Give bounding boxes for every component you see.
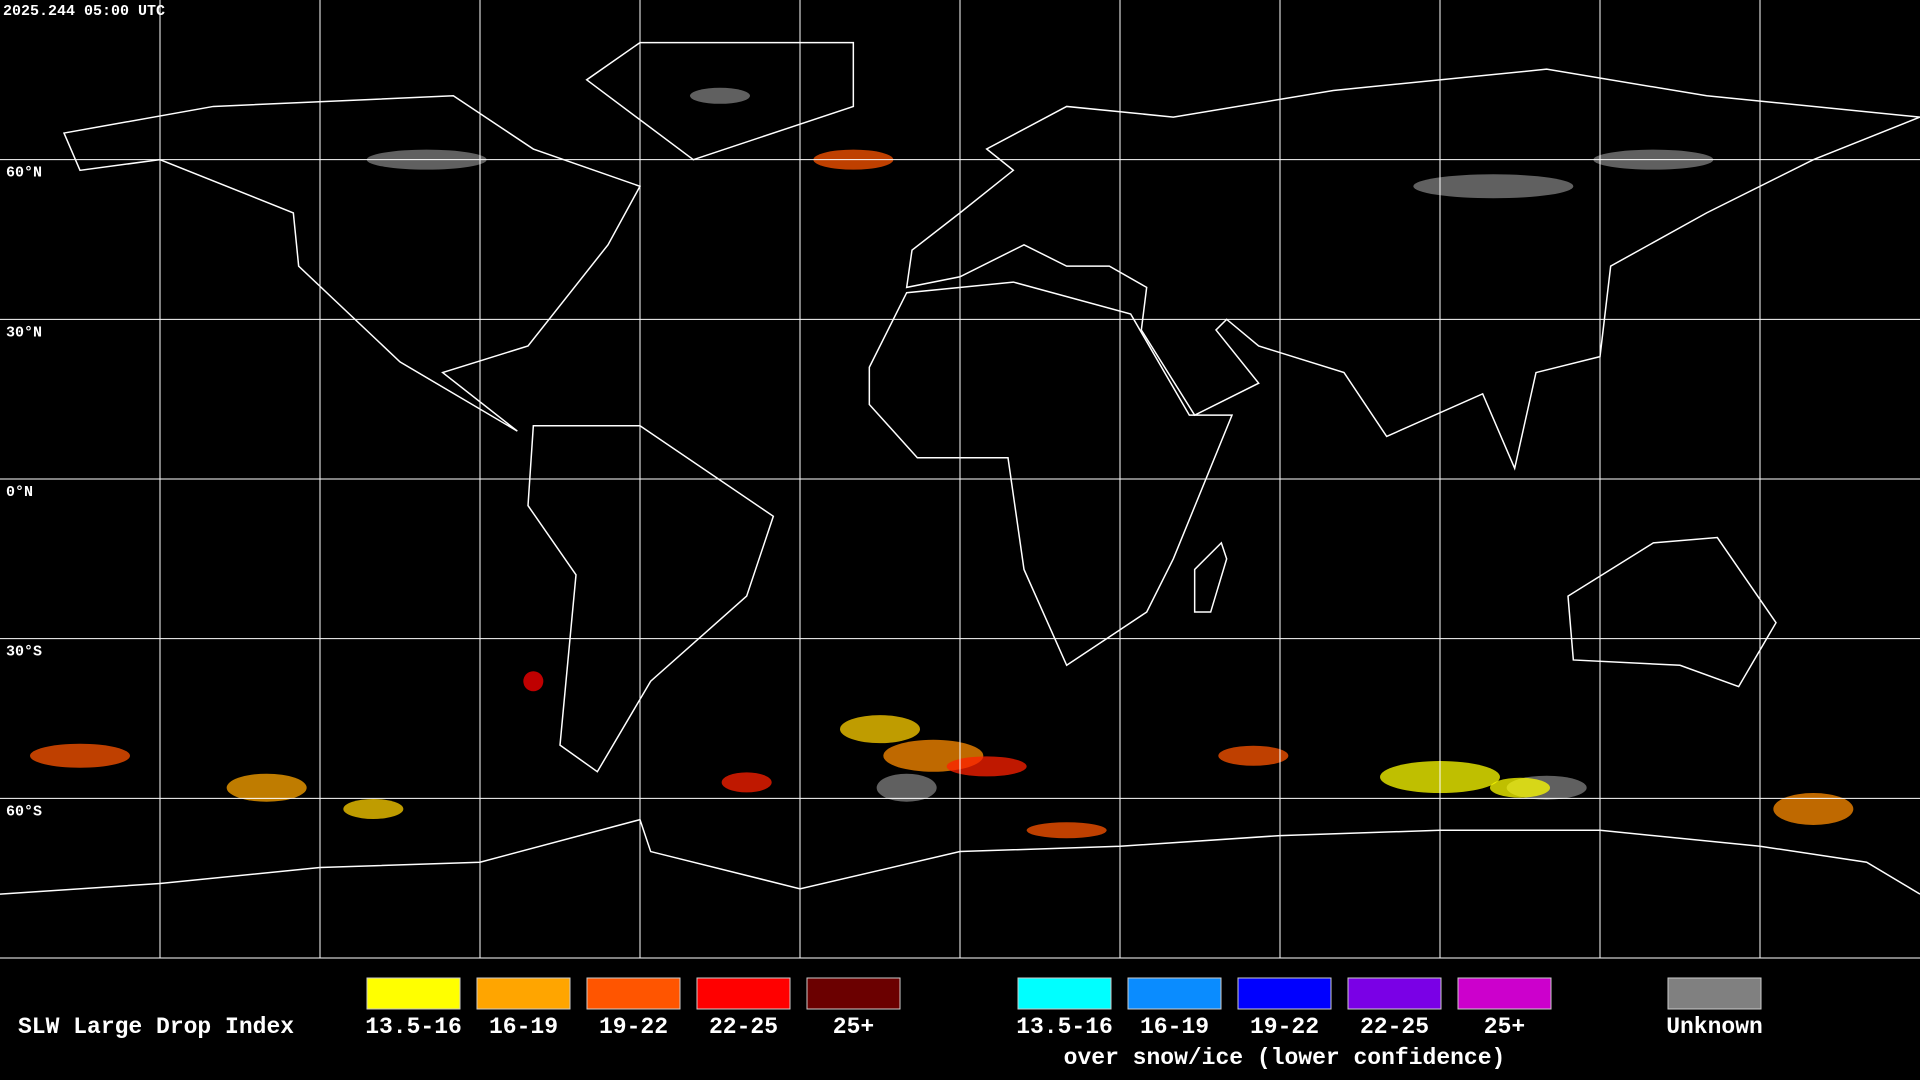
cloud-patch — [876, 773, 937, 802]
legend-swatch — [1347, 977, 1442, 1010]
legend-swatch — [806, 977, 901, 1010]
latitude-label: 30°S — [6, 644, 42, 661]
legend-title: SLW Large Drop Index — [18, 1014, 294, 1040]
cloud-patch — [1218, 745, 1289, 766]
cloud-patch — [1026, 822, 1107, 839]
legend-label: 13.5-16 — [365, 1014, 462, 1040]
coastline-south-america — [527, 425, 775, 773]
legend-swatch — [1237, 977, 1332, 1010]
latitude-label: 0°N — [6, 484, 33, 501]
imagery — [30, 87, 1854, 839]
legend-label: 22-25 — [709, 1014, 778, 1040]
cloud-patch — [840, 715, 920, 744]
coastline-eurasia — [905, 68, 1920, 471]
legend-swatch — [696, 977, 791, 1010]
legend-label: 16-19 — [489, 1014, 558, 1040]
legend-swatch — [1457, 977, 1552, 1010]
legend-swatch — [1017, 977, 1112, 1010]
cloud-patch — [690, 87, 750, 104]
coastline-australia — [1567, 536, 1777, 688]
legend-label: 19-22 — [599, 1014, 668, 1040]
latitude-label: 60°N — [6, 165, 42, 182]
cloud-patch — [1490, 777, 1550, 798]
cloud-patch — [523, 671, 544, 692]
legend-caption: over snow/ice (lower confidence) — [1064, 1045, 1506, 1071]
coastline-greenland — [585, 41, 855, 161]
legend-swatch — [586, 977, 681, 1010]
latitude-label: 60°S — [6, 803, 42, 820]
legend-swatch — [366, 977, 461, 1010]
cloud-patch — [721, 772, 772, 793]
coastline-madagascar — [1193, 541, 1228, 613]
cloud-patch — [946, 756, 1027, 777]
coastline-africa — [868, 281, 1234, 667]
legend-label: Unknown — [1666, 1014, 1763, 1040]
cloud-patch — [226, 773, 307, 802]
legend: SLW Large Drop Index 13.5-16 16-19 19-22 22-… — [18, 977, 1763, 1071]
legend-label: 25+ — [833, 1014, 874, 1040]
timestamp: 2025.244 05:00 UTC — [3, 3, 165, 20]
legend-label: 22-25 — [1360, 1014, 1429, 1040]
cloud-patch — [1773, 792, 1854, 825]
legend-swatch — [1127, 977, 1222, 1010]
legend-swatch — [476, 977, 571, 1010]
legend-label: 13.5-16 — [1016, 1014, 1113, 1040]
graticule: 60°N 30°N 0°N 30°S 60°S — [0, 0, 1920, 958]
legend-label: 19-22 — [1250, 1014, 1319, 1040]
latitude-label: 30°N — [6, 324, 42, 341]
legend-label: 16-19 — [1140, 1014, 1209, 1040]
cloud-patch — [30, 743, 130, 768]
cloud-patch — [343, 798, 404, 819]
legend-label: 25+ — [1484, 1014, 1525, 1040]
cloud-patch — [1413, 174, 1574, 199]
legend-swatch — [1667, 977, 1762, 1010]
